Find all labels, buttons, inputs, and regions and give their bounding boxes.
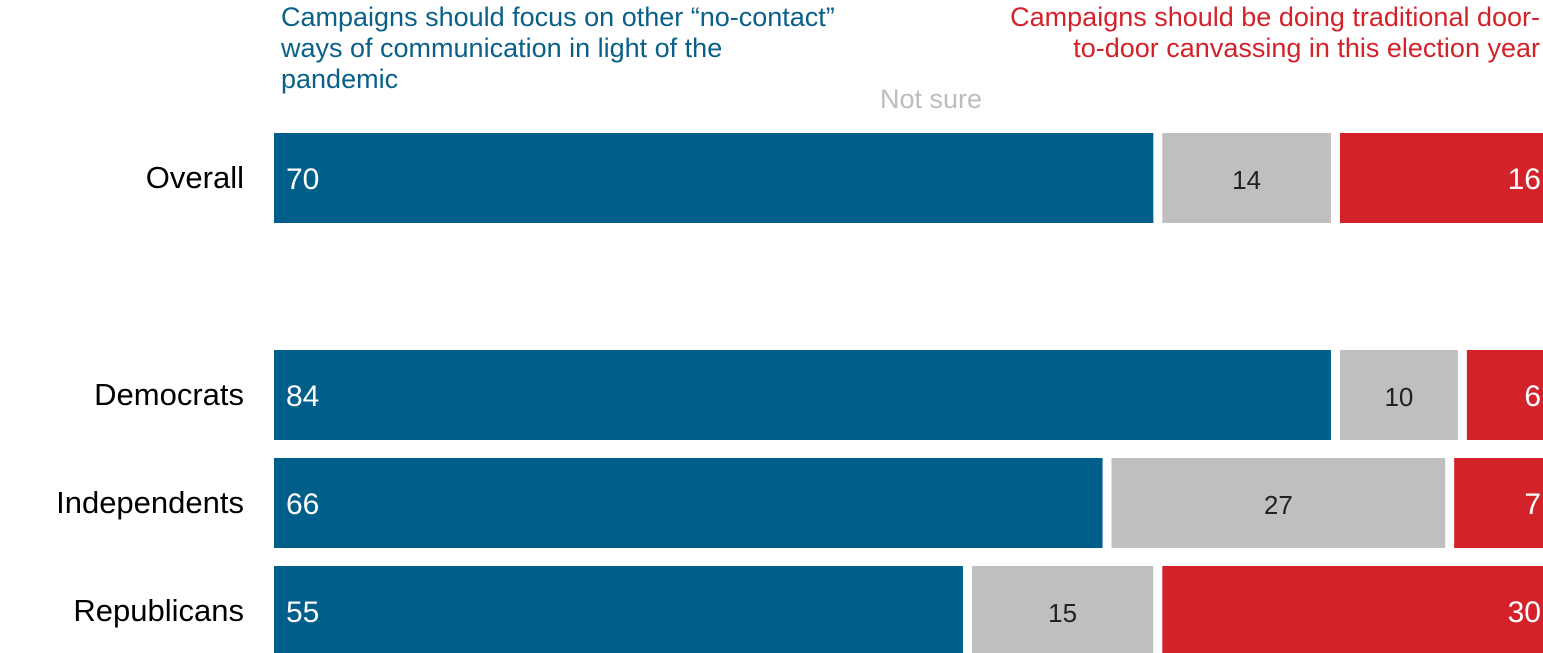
bar-no-contact-republicans <box>274 566 963 653</box>
header-no-contact: Campaigns should focus on other “no-cont… <box>281 2 835 94</box>
bar-not-sure-independents <box>1111 458 1446 548</box>
category-label-overall: Overall <box>146 160 244 195</box>
bar-door-to-door-republicans <box>1162 566 1543 653</box>
header-not-sure: Not sure <box>880 84 983 114</box>
bar-door-to-door-democrats <box>1466 350 1543 440</box>
bar-no-contact-overall <box>274 133 1154 223</box>
value-label-not-sure-democrats: 10 <box>1384 382 1413 412</box>
category-label-republicans: Republicans <box>73 593 244 628</box>
value-label-not-sure-overall: 14 <box>1232 165 1261 195</box>
bar-not-sure-overall <box>1162 133 1331 223</box>
value-label-no-contact-democrats: 84 <box>286 380 319 413</box>
value-label-not-sure-republicans: 15 <box>1048 598 1077 628</box>
category-label-independents: Independents <box>56 485 244 520</box>
value-label-door-to-door-democrats: 6 <box>1524 380 1541 413</box>
bar-not-sure-republicans <box>971 566 1154 653</box>
value-label-no-contact-republicans: 55 <box>286 596 319 629</box>
value-label-door-to-door-independents: 7 <box>1524 488 1541 521</box>
value-label-door-to-door-republicans: 30 <box>1508 596 1541 629</box>
bar-not-sure-democrats <box>1339 350 1458 440</box>
value-label-door-to-door-overall: 16 <box>1508 163 1541 196</box>
value-label-no-contact-independents: 66 <box>286 488 319 521</box>
value-label-no-contact-overall: 70 <box>286 163 319 196</box>
bar-door-to-door-overall <box>1339 133 1543 223</box>
value-label-not-sure-independents: 27 <box>1264 490 1293 520</box>
bar-door-to-door-independents <box>1454 458 1543 548</box>
bar-no-contact-independents <box>274 458 1103 548</box>
bar-no-contact-democrats <box>274 350 1331 440</box>
header-door-to-door: Campaigns should be doing traditional do… <box>1010 2 1540 63</box>
category-label-democrats: Democrats <box>94 377 244 412</box>
